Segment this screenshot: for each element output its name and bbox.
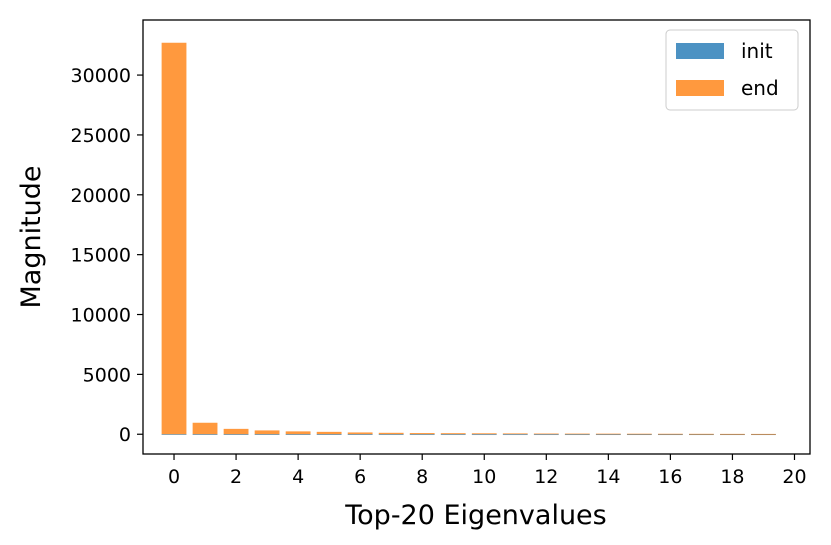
bar-init-13 <box>564 434 590 436</box>
legend-label-end: end <box>741 76 779 100</box>
y-tick-label-25000: 25000 <box>71 125 131 147</box>
bar-end-9 <box>440 433 466 435</box>
bar-init-11 <box>502 434 528 436</box>
bar-init-4 <box>285 434 311 435</box>
bar-end-12 <box>533 433 559 435</box>
bar-end-10 <box>471 433 497 435</box>
y-tick-label-20000: 20000 <box>71 185 131 207</box>
bar-init-14 <box>595 434 621 436</box>
bar-init-8 <box>409 434 435 436</box>
bar-init-6 <box>347 434 373 435</box>
bar-end-16 <box>657 433 683 435</box>
bar-init-17 <box>689 434 714 436</box>
bar-end-3 <box>254 430 280 435</box>
legend-swatch-end <box>676 80 724 96</box>
bar-end-11 <box>502 433 528 435</box>
bar-end-7 <box>378 432 404 435</box>
bar-init-2 <box>223 434 249 435</box>
x-tick-label-14: 14 <box>596 466 620 488</box>
bar-end-4 <box>285 431 311 435</box>
x-tick-label-2: 2 <box>230 466 242 488</box>
bar-end-19 <box>751 433 776 435</box>
bar-end-14 <box>595 433 621 435</box>
bar-init-16 <box>657 434 683 436</box>
x-tick-label-12: 12 <box>534 466 558 488</box>
legend-swatch-init <box>676 43 724 59</box>
y-axis-title: Magnitude <box>16 165 47 308</box>
bar-end-18 <box>720 433 745 435</box>
bar-init-9 <box>440 434 466 436</box>
bar-end-8 <box>409 433 435 435</box>
bar-init-3 <box>254 434 280 435</box>
bar-end-2 <box>223 428 249 435</box>
y-tick-label-30000: 30000 <box>71 65 131 87</box>
bar-init-1 <box>192 434 218 435</box>
bar-init-10 <box>471 434 497 436</box>
x-tick-label-6: 6 <box>354 466 366 488</box>
bar-end-15 <box>626 433 652 435</box>
y-axis: 0 5000 10000 15000 20000 25000 30000 <box>71 65 143 446</box>
plot-frame <box>142 19 811 455</box>
bar-init-12 <box>533 434 559 436</box>
bar-init-5 <box>316 434 342 435</box>
bar-init-15 <box>626 434 652 436</box>
bars-layer <box>161 42 776 436</box>
bar-init-7 <box>378 434 404 436</box>
bar-end-13 <box>564 433 590 435</box>
x-tick-label-20: 20 <box>782 466 806 488</box>
y-tick-label-5000: 5000 <box>83 364 131 386</box>
x-tick-label-18: 18 <box>720 466 744 488</box>
bar-end-0 <box>161 42 187 435</box>
y-tick-label-0: 0 <box>119 424 131 446</box>
x-axis: 0 2 4 6 8 10 12 14 16 18 20 <box>168 454 807 488</box>
x-axis-title: Top-20 Eigenvalues <box>344 500 606 531</box>
x-tick-label-16: 16 <box>658 466 682 488</box>
x-tick-label-10: 10 <box>472 466 496 488</box>
legend: init end <box>665 29 799 111</box>
bar-end-1 <box>192 422 218 435</box>
y-tick-label-15000: 15000 <box>71 245 131 267</box>
x-tick-label-8: 8 <box>416 466 428 488</box>
bar-end-6 <box>347 432 373 435</box>
x-tick-label-4: 4 <box>292 466 304 488</box>
bar-init-0 <box>161 434 187 435</box>
bar-end-5 <box>316 431 342 435</box>
x-tick-label-0: 0 <box>168 466 180 488</box>
y-tick-label-10000: 10000 <box>71 305 131 327</box>
bar-end-17 <box>689 433 714 435</box>
legend-label-init: init <box>741 39 773 63</box>
